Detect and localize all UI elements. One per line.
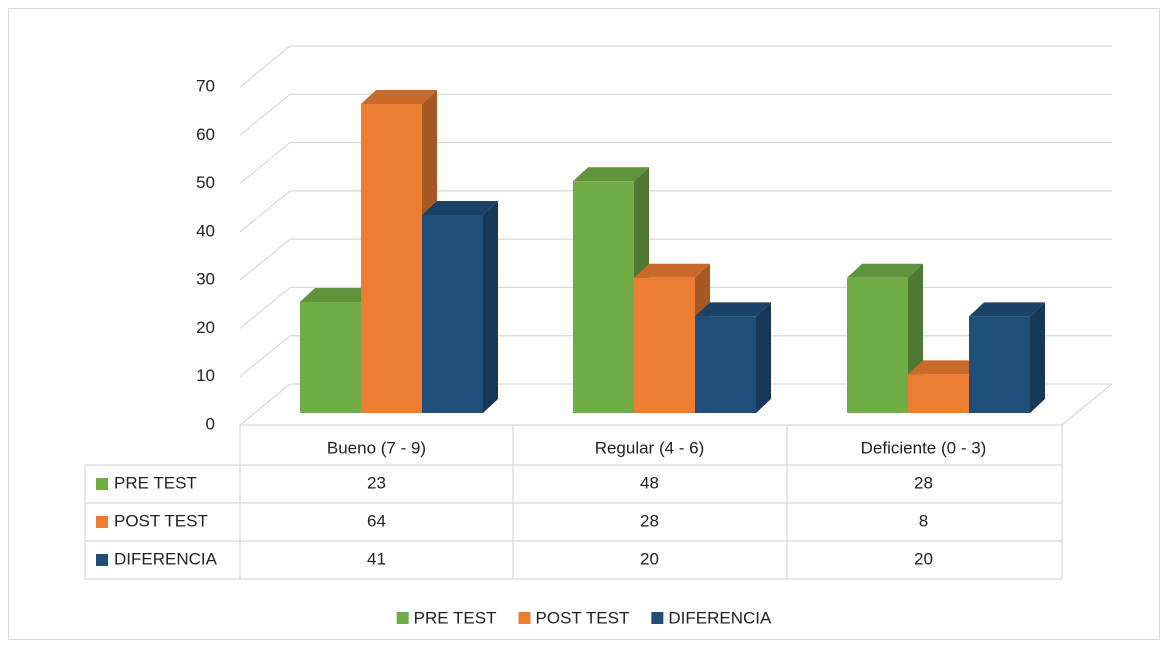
table-series-label: POST TEST (114, 511, 208, 530)
bar-front (695, 316, 756, 413)
table-value: 64 (367, 511, 386, 530)
bar-side (1030, 302, 1045, 413)
table-value: 48 (640, 473, 659, 492)
bar-top (969, 302, 1045, 317)
x-tick-label: Deficiente (0 - 3) (861, 438, 987, 457)
y-tick-label: 40 (196, 221, 215, 240)
table-value: 28 (640, 511, 659, 530)
grid-line (239, 238, 291, 281)
table-series-label: PRE TEST (114, 473, 197, 492)
table-value: 8 (919, 511, 928, 530)
grid-line (239, 190, 291, 233)
table-value: 20 (640, 549, 659, 568)
x-tick-label: Bueno (7 - 9) (327, 438, 426, 457)
bar-top (573, 167, 649, 182)
bar-top (695, 302, 771, 317)
grid-line (239, 383, 291, 426)
legend-label: POST TEST (536, 608, 630, 627)
table-swatch (96, 554, 108, 566)
bar-front (847, 277, 908, 413)
bar-top (847, 263, 923, 278)
bar-front (422, 215, 483, 413)
bar-top (361, 89, 437, 104)
y-tick-label: 30 (196, 270, 215, 289)
legend-label: DIFERENCIA (668, 608, 772, 627)
bar-front (573, 181, 634, 413)
grid-line (239, 335, 291, 378)
table-swatch (96, 516, 108, 528)
bar (422, 201, 498, 413)
bar-front (908, 374, 969, 413)
bar-side (483, 201, 498, 413)
bar-side (756, 302, 771, 413)
y-tick-label: 50 (196, 173, 215, 192)
grid-line (239, 142, 291, 185)
bar (695, 302, 771, 413)
bar-front (969, 316, 1030, 413)
y-tick-label: 10 (196, 366, 215, 385)
bar (969, 302, 1045, 413)
legend-label: PRE TEST (414, 608, 497, 627)
table-value: 23 (367, 473, 386, 492)
bar-top (300, 287, 376, 302)
bar-front (634, 277, 695, 413)
legend-swatch (518, 612, 531, 624)
grid-line (239, 93, 291, 136)
bar-front (300, 301, 361, 413)
floor-line (1061, 383, 1113, 426)
legend: PRE TEST POST TEST DIFERENCIA (396, 608, 772, 627)
table-swatch (96, 478, 108, 490)
table-value: 20 (914, 549, 933, 568)
grid-line (239, 286, 291, 329)
grid-line (239, 45, 291, 88)
bar-top (422, 201, 498, 216)
y-tick-label: 20 (196, 318, 215, 337)
x-tick-label: Regular (4 - 6) (595, 438, 705, 457)
legend-swatch (396, 612, 409, 624)
y-tick-label: 0 (206, 414, 215, 433)
bar-front (361, 103, 422, 413)
bar-top (908, 360, 984, 375)
legend-swatch (651, 612, 664, 624)
y-tick-label: 70 (196, 76, 215, 95)
y-tick-label: 60 (196, 125, 215, 144)
table-series-label: DIFERENCIA (114, 549, 218, 568)
bar-top (634, 263, 710, 278)
table-value: 28 (914, 473, 933, 492)
table-value: 41 (367, 549, 386, 568)
